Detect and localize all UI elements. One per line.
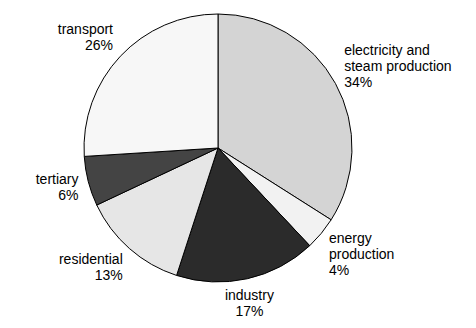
svg-text:industry17%: industry17%	[225, 287, 274, 319]
svg-text:residential13%: residential13%	[59, 251, 123, 283]
svg-text:electricity andsteam productio: electricity andsteam production34%	[344, 42, 451, 90]
svg-text:tertiary6%: tertiary6%	[36, 171, 79, 203]
svg-text:energyproduction4%: energyproduction4%	[329, 230, 394, 278]
svg-text:transport26%: transport26%	[58, 21, 113, 53]
